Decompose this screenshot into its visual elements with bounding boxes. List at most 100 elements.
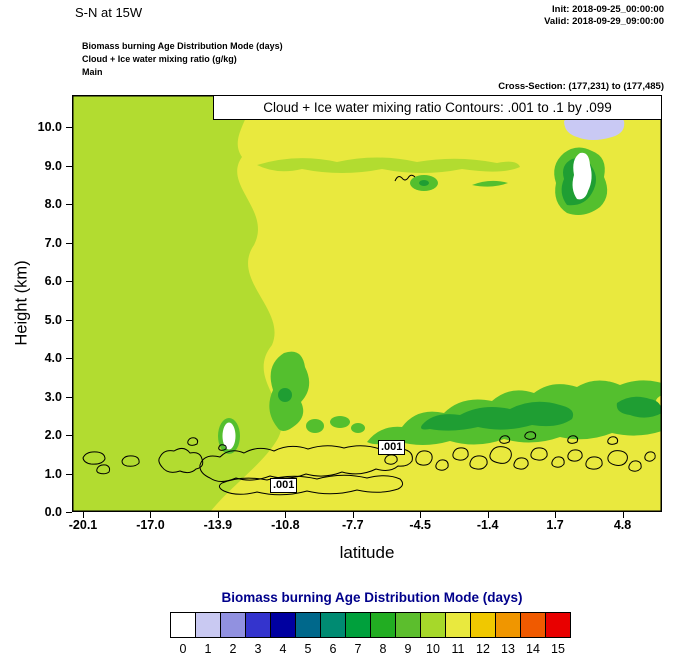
contour-loop xyxy=(499,435,511,444)
colorbar-tick-label: 8 xyxy=(379,642,387,656)
colorbar-cell xyxy=(445,612,471,638)
fill-region-green-small-1 xyxy=(306,419,324,433)
timestamps: Init: 2018-09-25_00:00:00 Valid: 2018-09… xyxy=(544,4,664,29)
colorbar-tick-label: 2 xyxy=(229,642,237,656)
contour-loop xyxy=(469,455,488,470)
x-tick-mark xyxy=(487,512,489,518)
colorbar-cell xyxy=(195,612,221,638)
contour-loop xyxy=(489,446,512,464)
y-tick-label: 3.0 xyxy=(44,389,62,404)
contour-loop xyxy=(551,456,565,468)
colorbar-title: Biomass burning Age Distribution Mode (d… xyxy=(221,590,523,605)
colorbar-cell xyxy=(395,612,421,638)
contour-loop xyxy=(607,450,628,466)
colorbar-cell xyxy=(245,612,271,638)
field-line-grid: Main xyxy=(82,67,103,78)
colorbar-tick-label: 9 xyxy=(404,642,412,656)
contour-loop xyxy=(607,436,619,445)
colorbar-tick-label: 6 xyxy=(329,642,337,656)
colorbar-cell xyxy=(295,612,321,638)
contour-loop xyxy=(82,451,106,465)
field-line-contour: Cloud + Ice water mixing ratio (g/kg) xyxy=(82,54,237,65)
y-tick-label: 6.0 xyxy=(44,274,62,288)
contour-loop xyxy=(187,437,199,446)
colorbar-tick-label: 0 xyxy=(179,642,187,656)
x-tick-label: -7.7 xyxy=(341,518,364,532)
colorbar-tick-label: 15 xyxy=(551,642,565,656)
y-tick-label: 2.0 xyxy=(44,428,62,442)
valid-timestamp: Valid: 2018-09-29_09:00:00 xyxy=(544,16,664,28)
contour-label: .001 xyxy=(270,478,298,493)
colorbar-tick-label: 5 xyxy=(304,642,312,656)
colorbar-cell xyxy=(520,612,546,638)
y-tick-mark xyxy=(66,319,72,321)
colorbar-tick-label: 13 xyxy=(501,642,515,656)
y-tick-label: 7.0 xyxy=(44,235,62,250)
contour-loop xyxy=(628,460,642,472)
contour-label: .001 xyxy=(378,440,406,455)
x-tick-label: -20.1 xyxy=(68,518,98,532)
x-tick-mark xyxy=(217,512,219,518)
fill-region-yellowgreen-band-9km xyxy=(257,157,520,173)
x-axis-label: latitude xyxy=(339,543,395,562)
y-tick-mark xyxy=(66,512,72,513)
x-tick-label: -1.4 xyxy=(476,518,499,532)
contour-loop xyxy=(585,456,603,470)
colorbar-cell xyxy=(320,612,346,638)
fill-region-darkgreen-core xyxy=(421,401,574,431)
colorbar-cell xyxy=(270,612,296,638)
colorbar-cell xyxy=(470,612,496,638)
fill-region-darkgreen-blob-lat-11 xyxy=(278,388,292,402)
contour-loop xyxy=(121,455,140,467)
contour-loop xyxy=(218,444,227,451)
x-tick-mark xyxy=(622,512,624,518)
x-tick-mark xyxy=(285,512,287,518)
contour-loop xyxy=(530,447,548,461)
colorbar-cell xyxy=(495,612,521,638)
contour-squiggle-upper xyxy=(394,174,416,182)
colorbar-cell xyxy=(345,612,371,638)
contour-loop xyxy=(567,449,583,462)
contour-loop xyxy=(524,431,537,440)
y-tick-mark xyxy=(66,204,72,205)
filled-contour-field xyxy=(72,95,662,512)
colorbar xyxy=(170,612,571,638)
x-tick-label: 1.7 xyxy=(546,518,564,532)
y-tick-mark xyxy=(66,435,72,436)
fill-region-darkgreen-upper-1 xyxy=(419,180,429,186)
x-tick-label: -10.8 xyxy=(271,518,300,532)
colorbar-cell xyxy=(170,612,196,638)
x-tick-label: 4.8 xyxy=(613,518,632,532)
contour-loop xyxy=(644,451,656,462)
contour-loop xyxy=(452,447,469,461)
colorbar-tick-label: 10 xyxy=(426,642,440,656)
y-tick-mark xyxy=(66,473,72,475)
colorbar-tick-label: 11 xyxy=(451,642,465,656)
colorbar-tick-label: 7 xyxy=(354,642,362,656)
fill-region-green-upper-streak xyxy=(472,180,508,187)
colorbar-cell xyxy=(545,612,571,638)
contour-loop xyxy=(96,464,111,475)
x-tick-mark xyxy=(352,512,354,518)
y-tick-mark xyxy=(66,127,72,128)
y-tick-label: 10.0 xyxy=(37,120,62,134)
y-tick-mark xyxy=(66,396,72,398)
colorbar-labels: 0 1 2 3 4 5 6 7 8 9 10 11 12 13 14 15 xyxy=(170,642,571,656)
cloud-contour-lines xyxy=(82,174,656,496)
init-timestamp: Init: 2018-09-25_00:00:00 xyxy=(552,4,664,15)
contour-loop xyxy=(435,459,449,471)
colorbar-tick-label: 14 xyxy=(526,642,540,656)
field-line-mode: Biomass burning Age Distribution Mode (d… xyxy=(82,41,283,51)
contour-loop xyxy=(513,457,529,470)
x-tick-mark xyxy=(420,512,422,518)
field-description: Biomass burning Age Distribution Mode (d… xyxy=(82,40,283,79)
fill-region-green-small-3 xyxy=(351,423,365,433)
colorbar-cell xyxy=(220,612,246,638)
contour-loop xyxy=(567,435,579,444)
y-tick-mark xyxy=(66,281,72,282)
contour-info-box: Cloud + Ice water mixing ratio Contours:… xyxy=(213,95,662,120)
fill-region-darkgreen-edge xyxy=(616,396,662,418)
y-tick-mark xyxy=(66,358,72,359)
colorbar-cell xyxy=(370,612,396,638)
